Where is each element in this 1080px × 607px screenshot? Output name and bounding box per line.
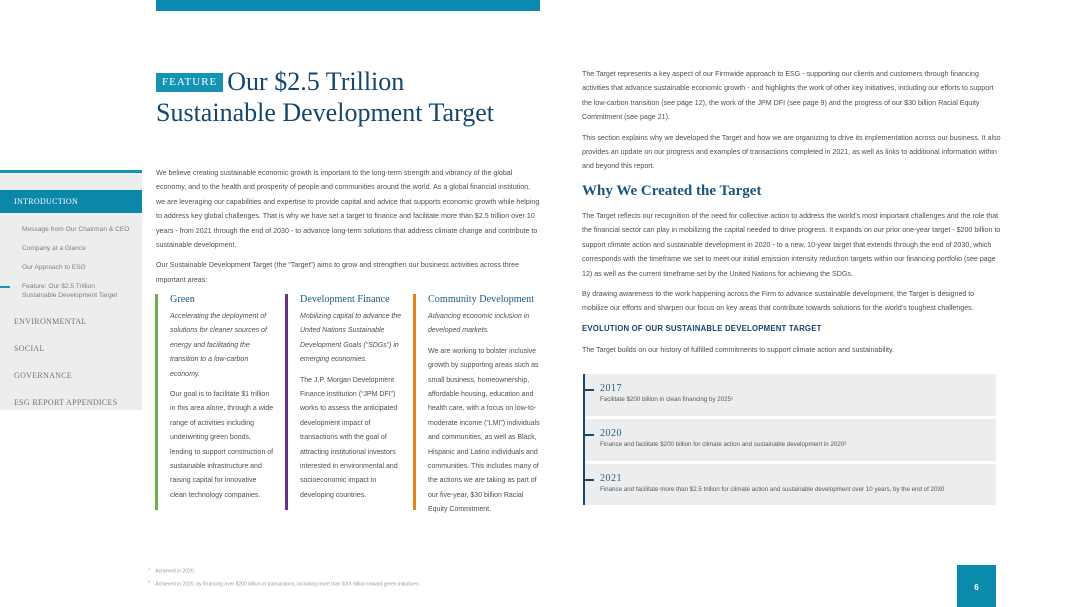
title-line-1: Our $2.5 Trillion [227, 67, 405, 96]
sidebar-item-introduction[interactable]: INTRODUCTION [0, 190, 142, 213]
sidebar-item-environmental[interactable]: ENVIRONMENTAL [14, 317, 87, 326]
evolution-heading: EVOLUTION OF OUR SUSTAINABLE DEVELOPMENT… [582, 324, 822, 333]
area-description: We are working to bolster inclusive grow… [428, 347, 540, 514]
area-development-finance: Development Finance Mobilizing capital t… [285, 294, 405, 510]
area-title: Development Finance [300, 294, 390, 305]
sidebar-subitem-chairman-message[interactable]: Message from Our Chairman & CEO [22, 226, 130, 233]
area-description: The J.P. Morgan Development Finance Inst… [300, 376, 398, 499]
area-green: Green Accelerating the deployment of sol… [155, 294, 275, 510]
area-description: Our goal is to facilitate $1 trillion in… [170, 391, 274, 499]
timeline-year: 2021 [600, 473, 622, 484]
sidebar-subitem-company-at-a-glance[interactable]: Company at a Glance [22, 245, 86, 252]
intro-paragraph-1: We believe creating sustainable economic… [156, 169, 540, 250]
why-paragraph-1: The Target reflects our recognition of t… [582, 212, 1001, 278]
page-number: 6 [957, 565, 996, 607]
area-lede: Accelerating the deployment of solutions… [170, 313, 267, 378]
intro-text: We believe creating sustainable economic… [156, 166, 541, 287]
timeline-year: 2017 [600, 383, 622, 394]
sidebar-item-social[interactable]: SOCIAL [14, 344, 45, 353]
sidebar-subitem-feature-target[interactable]: Feature: Our $2.5 Trillion Sustainable D… [0, 282, 120, 300]
page-title: FEATURE Our $2.5 Trillion Sustainable Dev… [156, 66, 546, 128]
timeline-item: 2021 Finance and facilitate more than $2… [585, 464, 996, 505]
overview-paragraph-1: The Target represents a key aspect of ou… [582, 70, 994, 122]
evolution-timeline: 2017 Facilitate $200 billion in clean fi… [583, 374, 996, 505]
timeline-description: Finance and facilitate more than $2.5 tr… [600, 486, 945, 493]
title-line-2: Sustainable Development Target [156, 98, 495, 127]
overview-paragraph-2: This section explains why we developed t… [582, 133, 1001, 171]
footnotes: 1Achieved in 2020. 2Achieved in 2020, by… [148, 564, 420, 590]
top-accent-bar [156, 0, 540, 11]
timeline-item: 2017 Facilitate $200 billion in clean fi… [585, 374, 996, 416]
intro-paragraph-2: Our Sustainable Development Target (the … [156, 261, 520, 284]
why-heading: Why We Created the Target [582, 183, 762, 199]
footnote-2: 2Achieved in 2020, by financing over $20… [148, 579, 420, 588]
timeline-description: Finance and facilitate $200 billion for … [600, 441, 847, 448]
sidebar-item-governance[interactable]: GOVERNANCE [14, 371, 73, 380]
area-lede: Mobilizing capital to advance the United… [300, 313, 402, 364]
sidebar-subitem-approach-to-esg[interactable]: Our Approach to ESG [22, 264, 86, 271]
timeline-year: 2020 [600, 428, 622, 439]
timeline-item: 2020 Finance and facilitate $200 billion… [585, 419, 996, 461]
timeline-description: Facilitate $200 billion in clean financi… [600, 396, 734, 403]
sidebar-item-esg-appendices[interactable]: ESG REPORT APPENDICES [14, 398, 118, 407]
target-overview: The Target represents a key aspect of ou… [582, 67, 1002, 174]
footnote-1: 1Achieved in 2020. [148, 566, 195, 575]
why-paragraph-2: By drawing awareness to the work happeni… [582, 290, 975, 313]
why-section: The Target reflects our recognition of t… [582, 209, 1002, 316]
area-community-development: Community Development Advancing economic… [413, 294, 543, 513]
area-lede: Advancing economic inclusion in develope… [428, 313, 530, 335]
evolution-subtext: The Target builds on our history of fulf… [582, 346, 895, 354]
feature-badge: FEATURE [156, 73, 224, 92]
sidebar-nav: INTRODUCTION Message from Our Chairman &… [0, 170, 142, 410]
area-title: Green [170, 294, 195, 305]
area-title: Community Development [428, 294, 535, 305]
